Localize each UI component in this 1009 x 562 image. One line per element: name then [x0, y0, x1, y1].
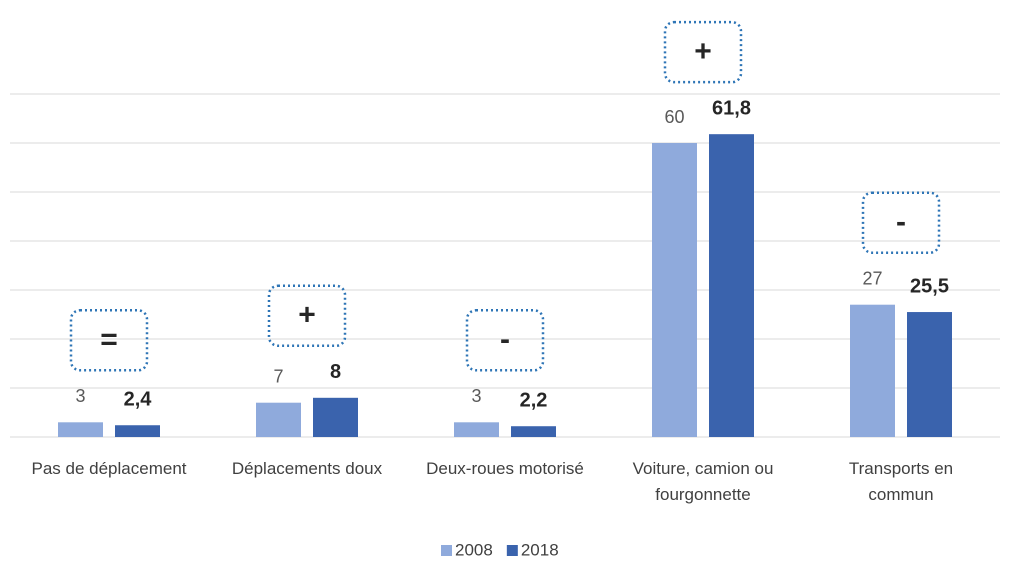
bar: [652, 143, 697, 437]
x-tick-label: Déplacements doux: [231, 459, 383, 478]
x-tick-label: Pas de déplacement: [31, 459, 187, 478]
annotation: +: [298, 299, 316, 332]
data-label: 61,8: [712, 97, 751, 119]
bar: [907, 312, 952, 437]
bar: [256, 402, 301, 437]
annotation-box: [267, 284, 347, 348]
bar: [58, 422, 103, 437]
data-label: 7: [273, 366, 283, 386]
annotation: =: [100, 323, 118, 356]
annotation-box: [663, 20, 743, 84]
data-label: 8: [330, 361, 341, 383]
legend-swatch: [441, 545, 452, 556]
bar: [454, 422, 499, 437]
annotation: -: [500, 323, 510, 356]
data-label: 2,2: [520, 390, 548, 412]
annotation-box: [465, 309, 545, 372]
bar: [115, 425, 160, 437]
data-label: 3: [75, 386, 85, 406]
legend-swatch: [506, 545, 518, 556]
legend-label: 2018: [521, 540, 559, 559]
annotation: -: [896, 206, 906, 239]
data-label: 3: [471, 386, 481, 406]
bar: [709, 134, 754, 437]
bar: [511, 426, 556, 437]
data-label: 60: [664, 107, 684, 127]
x-tick-label: Transports en commun: [848, 459, 954, 504]
x-tick-label: Deux-roues motorisé: [426, 459, 584, 478]
annotation-box: [861, 191, 941, 254]
bar: [313, 397, 358, 437]
annotation: +: [694, 35, 712, 68]
annotation-box: [69, 309, 149, 372]
data-label: 25,5: [910, 275, 949, 297]
data-label: 2,4: [124, 389, 153, 411]
bar: [850, 304, 895, 437]
legend-label: 2008: [455, 540, 493, 559]
x-tick-label: Voiture, camion ou fourgonnette: [632, 459, 774, 504]
data-label: 27: [862, 268, 882, 288]
